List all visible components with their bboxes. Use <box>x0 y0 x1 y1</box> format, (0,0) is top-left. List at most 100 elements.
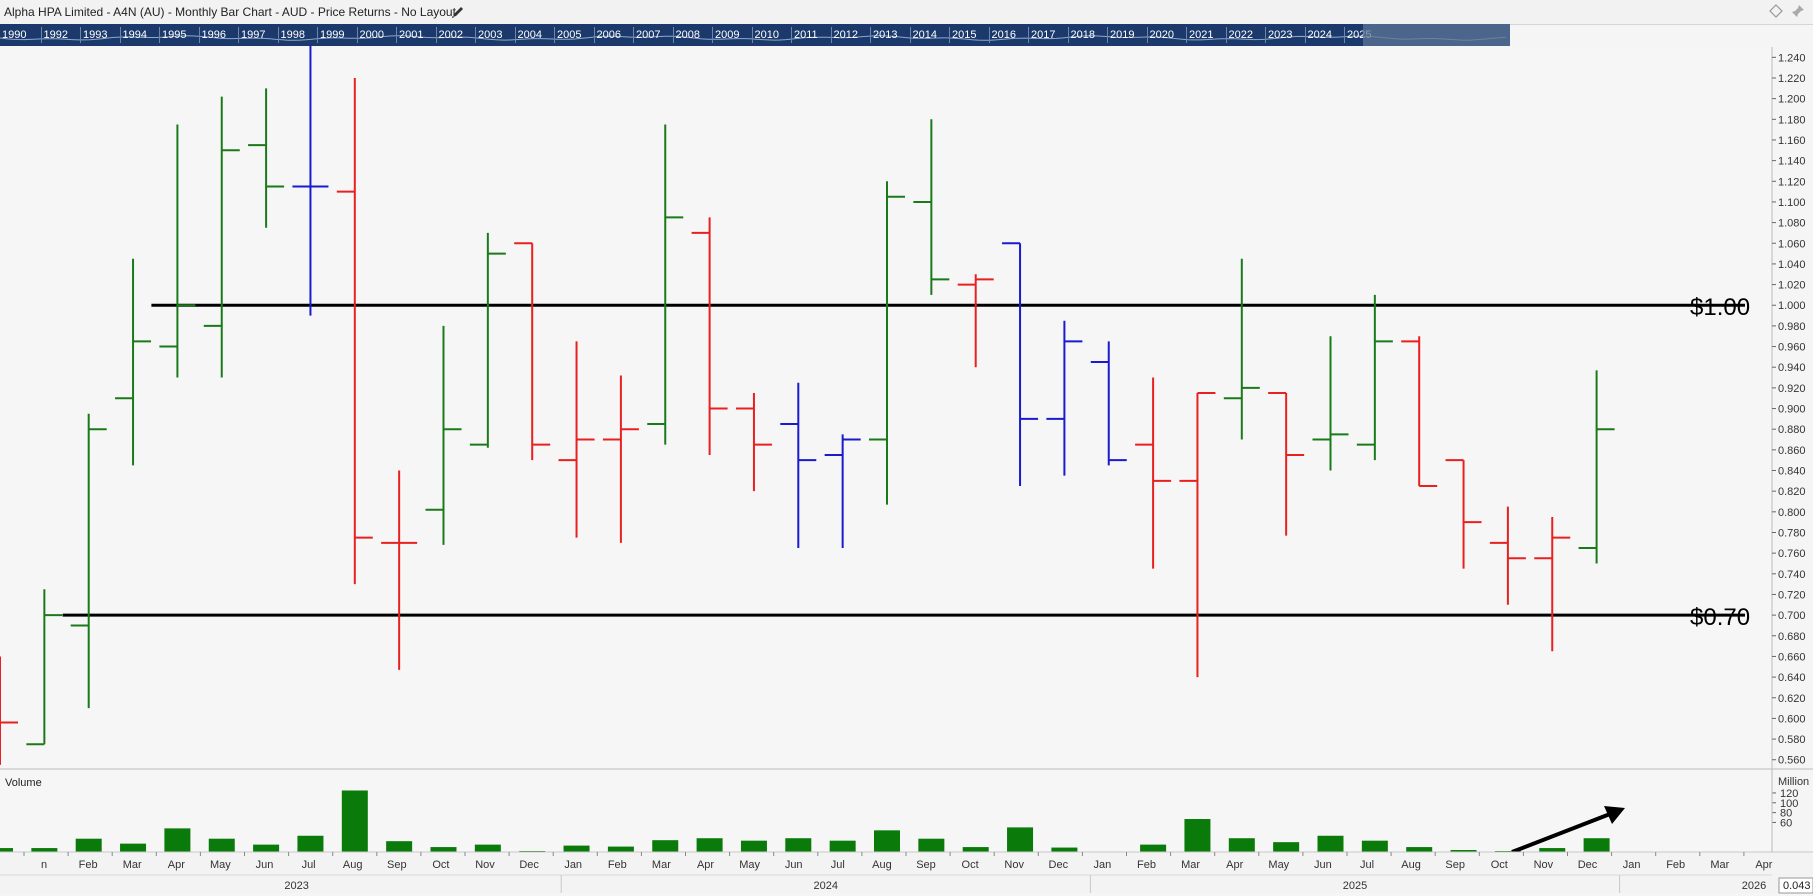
navigator-year-label[interactable]: 2018 <box>1067 27 1095 43</box>
navigator-year-label[interactable]: 2017 <box>1028 27 1055 43</box>
volume-bar <box>607 846 634 852</box>
pencil-icon[interactable] <box>450 4 466 20</box>
ohlc-bar <box>869 181 905 505</box>
navigator-price-trace <box>0 35 1507 41</box>
month-label: Jan <box>564 859 582 871</box>
year-label: 2025 <box>1343 880 1367 892</box>
ohlc-bar <box>248 88 285 228</box>
time-axis-bg <box>0 852 1813 893</box>
price-tick-label: 0.620 <box>1778 693 1806 705</box>
navigator-selection-handle[interactable] <box>1363 24 1510 46</box>
price-tick-label: 1.060 <box>1778 238 1806 250</box>
volume-tick-label: 60 <box>1780 817 1792 829</box>
month-label: Aug <box>343 859 363 871</box>
price-tick-label: 0.980 <box>1778 321 1806 333</box>
month-label: Jul <box>302 859 316 871</box>
navigator-year-label[interactable]: 1993 <box>80 27 107 43</box>
price-tick-label: 0.800 <box>1778 507 1806 519</box>
month-label: Jun <box>256 859 274 871</box>
volume-bar <box>1317 835 1344 852</box>
volume-bar <box>740 840 767 852</box>
navigator-year-label[interactable]: 2000 <box>356 27 384 43</box>
navigator-year-label[interactable]: 1997 <box>238 27 265 43</box>
pin-icon[interactable] <box>1791 4 1805 18</box>
price-tick-label: 0.900 <box>1778 404 1806 416</box>
ohlc-bar <box>1135 377 1172 569</box>
month-label: Sep <box>387 859 407 871</box>
month-label: Jul <box>1360 859 1374 871</box>
navigator-year-label[interactable]: 2009 <box>712 27 739 43</box>
chart-title: Alpha HPA Limited - A4N (AU) - Monthly B… <box>4 5 456 19</box>
volume-bar <box>253 844 280 852</box>
navigator-year-label[interactable]: 2019 <box>1107 27 1134 43</box>
navigator-year-label[interactable]: 2004 <box>514 27 542 43</box>
navigator-year-label[interactable]: 2011 <box>791 27 818 43</box>
navigator-year-label[interactable]: 2023 <box>1265 27 1292 43</box>
ohlc-bar <box>780 382 817 548</box>
navigator-year-label[interactable]: 1998 <box>277 27 305 43</box>
volume-bar <box>430 847 457 852</box>
navigator-year-label[interactable]: 2014 <box>909 27 937 43</box>
month-label: Feb <box>1666 859 1685 871</box>
ohlc-bar <box>292 44 329 316</box>
timeline-navigator[interactable]: 1990 1992 1993 1994 1995 1996 1997 1998 1999 2000… <box>0 24 1510 46</box>
volume-bar <box>297 835 324 852</box>
volume-bar <box>75 838 102 852</box>
navigator-year-label[interactable]: 2020 <box>1146 27 1174 43</box>
navigator-year-label[interactable]: 1994 <box>119 27 147 43</box>
navigator-year-label[interactable]: 2024 <box>1304 27 1332 43</box>
price-tick-label: 0.780 <box>1778 527 1806 539</box>
price-tick-label: 0.560 <box>1778 755 1806 767</box>
navigator-year-label[interactable]: 2007 <box>633 27 660 43</box>
navigator-year-label[interactable]: 1995 <box>159 27 186 43</box>
navigator-year-label[interactable]: 2010 <box>751 27 779 43</box>
diamond-icon[interactable] <box>1769 4 1783 18</box>
month-label: Dec <box>1578 859 1598 871</box>
ohlc-bar <box>0 656 18 765</box>
volume-bar <box>1361 840 1388 852</box>
navigator-year-label[interactable]: 2016 <box>988 27 1016 43</box>
navigator-year-label[interactable]: 2005 <box>554 27 581 43</box>
ohlc-bar <box>1179 392 1216 678</box>
ohlc-bar <box>1401 336 1438 488</box>
ohlc-bar <box>1002 242 1039 487</box>
volume-bar <box>1007 827 1034 852</box>
price-tick-label: 0.860 <box>1778 445 1806 457</box>
ohlc-bar <box>735 393 772 492</box>
navigator-year-label[interactable]: 2003 <box>475 27 502 43</box>
axes: 0.560 0.580 0.600 0.620 0.640 0.660 0.680 0.700… <box>0 47 1813 894</box>
ohlc-bar <box>1312 336 1349 471</box>
navigator-year-label[interactable]: 1996 <box>198 27 226 43</box>
month-label: Jan <box>1623 859 1641 871</box>
price-tick-label: 1.080 <box>1778 218 1806 230</box>
navigator-year-label[interactable]: 1999 <box>317 27 344 43</box>
navigator-year-label[interactable]: 1990 <box>0 27 26 43</box>
volume-tick-label: 120 <box>1780 788 1798 800</box>
month-label: Apr <box>1755 859 1772 871</box>
navigator-year-label[interactable]: 2006 <box>593 27 621 43</box>
price-tick-label: 0.820 <box>1778 486 1806 498</box>
navigator-year-label[interactable]: 2021 <box>1186 27 1213 43</box>
month-label: Jan <box>1094 859 1112 871</box>
navigator-year-label[interactable]: 2008 <box>672 27 700 43</box>
navigator-year-label[interactable]: 2013 <box>870 27 897 43</box>
price-tick-label: 1.000 <box>1778 300 1806 312</box>
ohlc-bar <box>381 470 418 670</box>
navigator-year-label[interactable]: 2015 <box>949 27 976 43</box>
navigator-year-label[interactable]: 2002 <box>435 27 463 43</box>
ohlc-bar <box>425 325 462 545</box>
navigator-year-label[interactable]: 2022 <box>1225 27 1253 43</box>
ohlc-bar <box>1489 506 1526 605</box>
navigator-year-label[interactable]: 2012 <box>830 27 858 43</box>
month-label: May <box>210 859 231 871</box>
navigator-year-label[interactable]: 1992 <box>40 27 68 43</box>
volume-bar <box>962 847 989 852</box>
price-tick-label: 0.680 <box>1778 631 1806 643</box>
month-label: Aug <box>872 859 892 871</box>
price-tick-label: 0.660 <box>1778 651 1806 663</box>
month-label: May <box>739 859 760 871</box>
volume-title: Volume <box>5 777 42 789</box>
ohlc-bar <box>203 96 240 378</box>
navigator-year-label[interactable]: 2001 <box>396 27 423 43</box>
